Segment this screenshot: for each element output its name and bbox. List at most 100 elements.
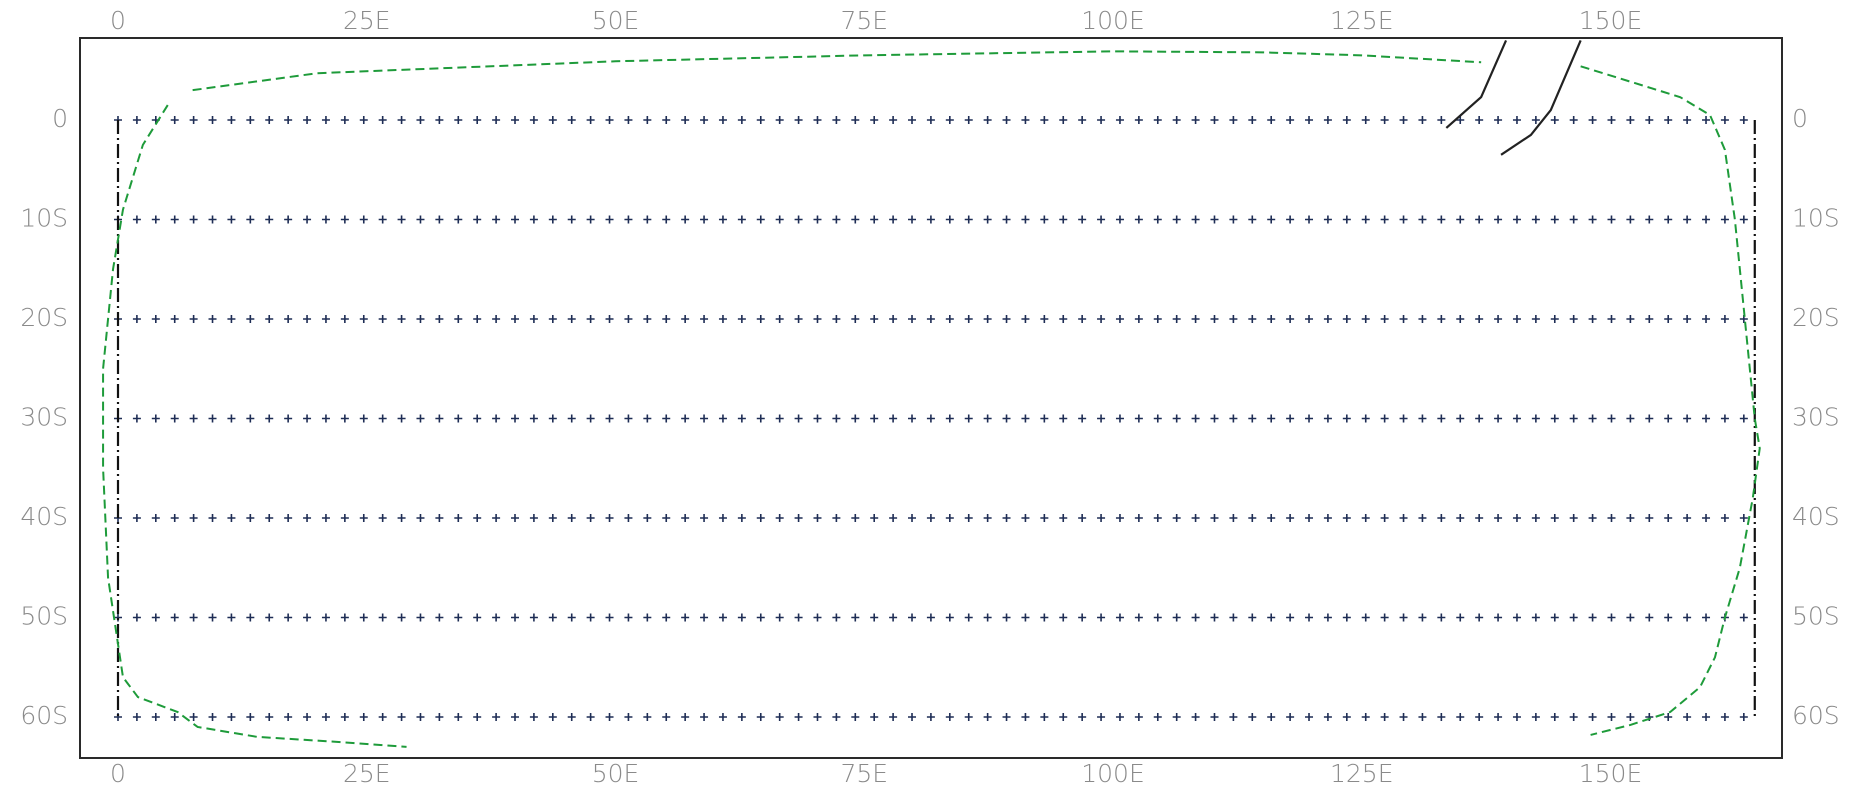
grid-cross [1664, 414, 1673, 423]
grid-cross [1664, 215, 1673, 224]
grid-cross [1323, 116, 1332, 124]
grid-cross [1531, 315, 1540, 323]
grid-cross [643, 116, 652, 124]
grid-cross [1437, 315, 1446, 323]
grid-cross [511, 713, 520, 721]
grid-cross [1437, 116, 1446, 124]
grid-cross [1267, 514, 1276, 522]
grid-cross [208, 215, 217, 224]
grid-cross [132, 315, 141, 323]
grid-cross [1437, 215, 1446, 224]
grid-cross [1097, 315, 1106, 323]
grid-cross [340, 215, 349, 224]
grid-cross [170, 414, 179, 423]
grid-cross [1683, 116, 1692, 124]
grid-cross [1437, 713, 1446, 721]
grid-cross [454, 414, 463, 423]
grid-cross [700, 514, 709, 522]
grid-cross [454, 713, 463, 721]
left-axis-label: 20S [20, 303, 68, 332]
grid-cross [132, 215, 141, 224]
grid-cross [643, 414, 652, 423]
grid-cross [170, 215, 179, 224]
grid-cross [1229, 613, 1238, 622]
grid-cross [397, 215, 406, 224]
grid-cross [1399, 215, 1408, 224]
grid-cross [1664, 315, 1673, 323]
grid-cross [1361, 315, 1370, 323]
grid-cross [870, 315, 879, 323]
grid-cross [227, 315, 236, 323]
grid-cross [170, 514, 179, 522]
grid-cross [1399, 116, 1408, 124]
grid-cross [265, 414, 274, 423]
grid-layer [114, 116, 1748, 721]
grid-cross [1153, 514, 1162, 522]
grid-cross [756, 613, 765, 622]
grid-cross [662, 613, 671, 622]
grid-cross [435, 315, 444, 323]
grid-cross [1399, 414, 1408, 423]
grid-cross [1418, 315, 1427, 323]
grid-cross [1342, 514, 1351, 522]
grid-cross [1569, 215, 1578, 224]
grid-cross [132, 414, 141, 423]
grid-cross [1286, 315, 1295, 323]
grid-cross [265, 713, 274, 721]
grid-cross [114, 613, 122, 622]
grid-cross [1078, 514, 1087, 522]
grid-cross [1059, 713, 1068, 721]
grid-cross [1191, 116, 1200, 124]
grid-cross [1475, 315, 1484, 323]
grid-cross [1588, 116, 1597, 124]
grid-cross [851, 215, 860, 224]
grid-cross [246, 116, 255, 124]
grid-cross [851, 514, 860, 522]
grid-cross [1248, 613, 1257, 622]
grid-cross [1040, 315, 1049, 323]
grid-cross [303, 514, 312, 522]
grid-cross [718, 116, 727, 124]
grid-cross [1512, 713, 1521, 721]
grid-cross [700, 713, 709, 721]
grid-cross [945, 116, 954, 124]
grid-cross [983, 414, 992, 423]
grid-cross [1342, 315, 1351, 323]
grid-cross [1342, 215, 1351, 224]
grid-cross [1607, 514, 1616, 522]
grid-cross [189, 514, 198, 522]
grid-cross [454, 116, 463, 124]
grid-cross [1229, 215, 1238, 224]
grid-cross [151, 215, 160, 224]
grid-cross [1437, 414, 1446, 423]
grid-cross [1115, 315, 1124, 323]
grid-cross [681, 514, 690, 522]
grid-cross [1134, 713, 1143, 721]
grid-cross [1078, 215, 1087, 224]
grid-cross [889, 514, 898, 522]
grid-cross [378, 414, 387, 423]
grid-cross [964, 713, 973, 721]
grid-cross [397, 414, 406, 423]
grid-cross [662, 215, 671, 224]
grid-cross [567, 315, 576, 323]
grid-cross [945, 315, 954, 323]
top-axis-label: 150E [1579, 6, 1643, 35]
grid-cross [1172, 613, 1181, 622]
grid-cross [1683, 315, 1692, 323]
grid-row-5 [114, 613, 1748, 622]
grid-cross [189, 215, 198, 224]
grid-cross [964, 116, 973, 124]
grid-cross [1323, 315, 1332, 323]
grid-cross [794, 613, 803, 622]
grid-cross [1248, 315, 1257, 323]
grid-cross [265, 215, 274, 224]
grid-cross [945, 215, 954, 224]
grid-cross [908, 315, 917, 323]
grid-cross [1626, 215, 1635, 224]
grid-cross [605, 713, 614, 721]
grid-cross [1380, 414, 1389, 423]
top-axis-label: 100E [1081, 6, 1145, 35]
grid-cross [662, 414, 671, 423]
